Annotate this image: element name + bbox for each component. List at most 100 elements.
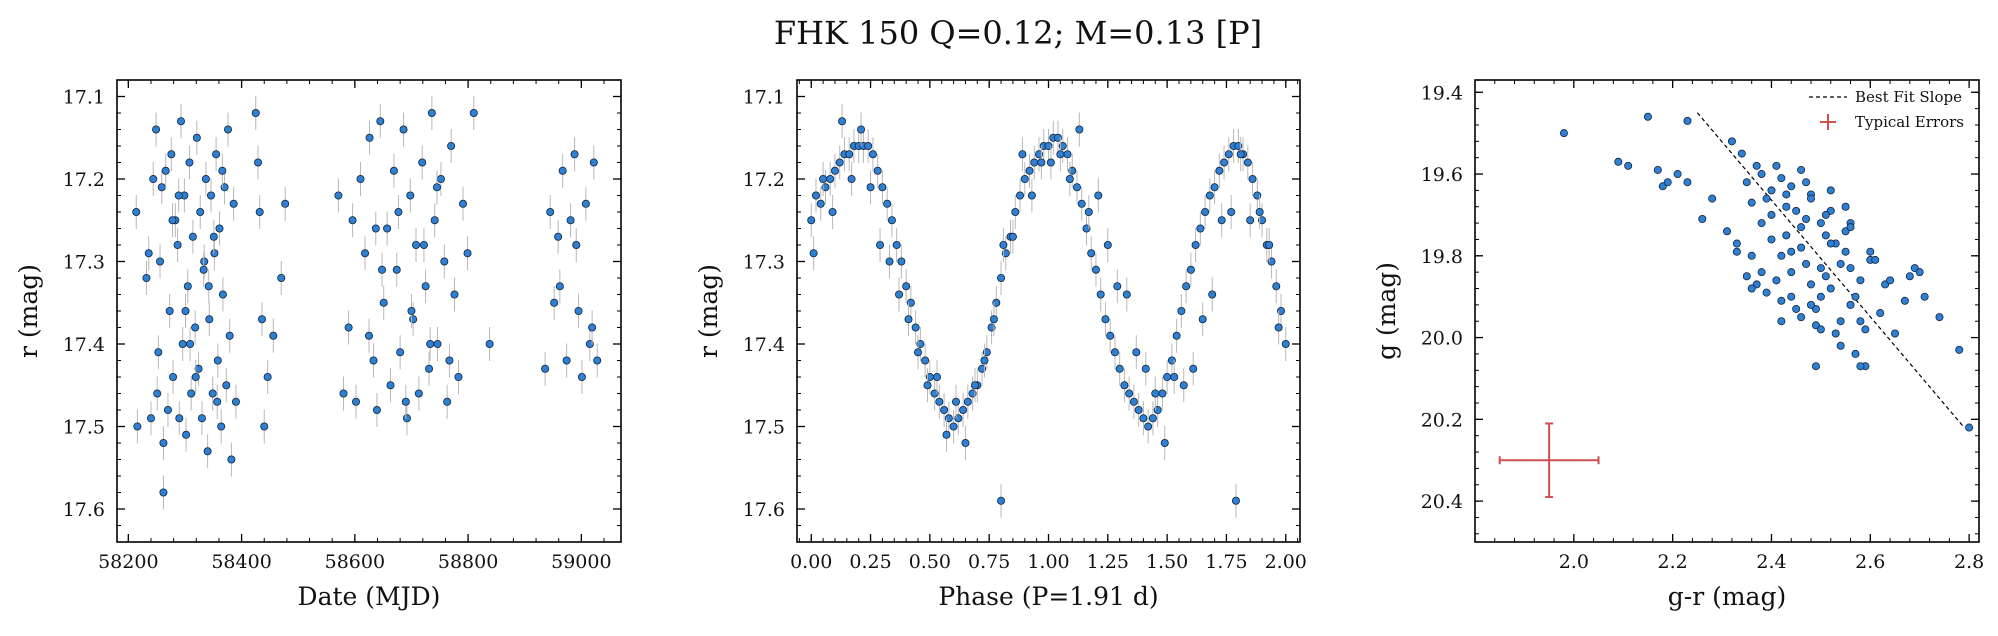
left-data-point <box>133 422 142 431</box>
left-data-point <box>562 356 571 365</box>
middle-data-point <box>878 183 887 192</box>
left-data-point <box>218 290 227 299</box>
middle-data-point <box>1163 372 1172 381</box>
middle-data-point <box>1253 191 1262 200</box>
right-data-point <box>1787 268 1796 277</box>
left-data-point <box>412 240 421 249</box>
right-data-point <box>1698 215 1707 224</box>
left-data-point <box>433 339 442 348</box>
left-data-point <box>443 397 452 406</box>
middle-data-point <box>1053 133 1062 142</box>
left-x-tick-label: 59000 <box>551 551 611 573</box>
middle-data-point <box>895 290 904 299</box>
middle-data-point <box>1125 389 1134 398</box>
right-data-point <box>1856 276 1865 285</box>
left-data-point <box>207 191 216 200</box>
left-data-point <box>426 339 435 348</box>
middle-y-tick-label: 17.5 <box>743 417 785 439</box>
middle-data-point <box>1113 282 1122 291</box>
middle-data-point <box>954 414 963 423</box>
left-data-point <box>149 174 158 183</box>
right-data-point <box>1900 296 1909 305</box>
left-data-point <box>187 389 196 398</box>
middle-data-point <box>930 389 939 398</box>
left-data-point <box>541 364 550 373</box>
left-data-point <box>396 348 405 357</box>
middle-data-point <box>982 348 991 357</box>
middle-data-point <box>887 216 896 225</box>
left-data-point <box>430 216 439 225</box>
left-data-point <box>208 389 217 398</box>
middle-x-tick-label: 0.75 <box>968 551 1010 573</box>
middle-data-point <box>992 298 1001 307</box>
middle-data-point <box>1115 364 1124 373</box>
right-data-point <box>1856 362 1865 371</box>
left-data-point <box>436 174 445 183</box>
middle-data-point <box>1170 372 1179 381</box>
right-data-point <box>1851 349 1860 358</box>
middle-data-point <box>949 422 958 431</box>
right-data-point <box>1624 161 1633 170</box>
middle-x-tick-label: 0.00 <box>790 551 832 573</box>
right-data-point <box>1846 264 1855 273</box>
lightcurve-date-panel: 58200 58400 58600 58800 59000 17.1 17.2 17.3 17.… <box>14 79 622 611</box>
right-data-point <box>1831 329 1840 338</box>
middle-data-point <box>951 397 960 406</box>
middle-data-point <box>1177 306 1186 315</box>
left-data-point <box>392 265 401 274</box>
middle-data-point <box>932 372 941 381</box>
right-data-point <box>1757 170 1766 179</box>
left-data-point <box>463 249 472 258</box>
right-data-point <box>1920 292 1929 301</box>
left-data-point <box>414 389 423 398</box>
left-data-point <box>450 290 459 299</box>
middle-data-point <box>1110 348 1119 357</box>
right-data-point <box>1742 272 1751 281</box>
left-data-point <box>550 298 559 307</box>
middle-data-point <box>838 117 847 126</box>
left-data-point <box>378 265 387 274</box>
middle-data-point <box>1158 389 1167 398</box>
left-data-point <box>181 306 190 315</box>
middle-data-point <box>1122 290 1131 299</box>
left-data-point <box>348 216 357 225</box>
middle-data-point <box>959 405 968 414</box>
left-data-point <box>161 166 170 175</box>
right-y-tick-label: 20.0 <box>1421 328 1463 350</box>
middle-data-point <box>1072 183 1081 192</box>
right-x-tick-label: 2.6 <box>1855 551 1885 573</box>
middle-data-point <box>940 405 949 414</box>
left-data-point <box>383 224 392 233</box>
right-data-point <box>1732 239 1741 248</box>
middle-data-point <box>1205 191 1214 200</box>
left-data-point <box>389 166 398 175</box>
middle-data-point <box>845 150 854 159</box>
right-data-point <box>1876 309 1885 318</box>
left-data-point <box>199 265 208 274</box>
middle-data-point <box>1094 191 1103 200</box>
middle-data-point <box>914 348 923 357</box>
right-data-point <box>1826 284 1835 293</box>
left-data-point <box>445 356 454 365</box>
middle-data-point <box>906 298 915 307</box>
left-data-point <box>394 207 403 216</box>
right-data-point <box>1643 112 1652 121</box>
middle-data-point <box>1153 405 1162 414</box>
middle-data-point <box>1267 257 1276 266</box>
right-data-point <box>1797 165 1806 174</box>
left-data-point <box>581 199 590 208</box>
middle-data-point <box>1075 125 1084 134</box>
middle-data-point <box>1101 315 1110 324</box>
left-data-point <box>386 381 395 390</box>
right-data-point <box>1861 325 1870 334</box>
left-data-point <box>153 389 162 398</box>
left-data-point <box>425 364 434 373</box>
middle-data-point <box>819 174 828 183</box>
middle-data-point <box>1215 166 1224 175</box>
left-x-tick-label: 58600 <box>325 551 385 573</box>
right-data-point <box>1797 313 1806 322</box>
right-y-axis-label: g (mag) <box>1372 262 1401 360</box>
left-data-point <box>269 331 278 340</box>
middle-x-tick-label: 1.75 <box>1205 551 1247 573</box>
right-data-point <box>1787 247 1796 256</box>
